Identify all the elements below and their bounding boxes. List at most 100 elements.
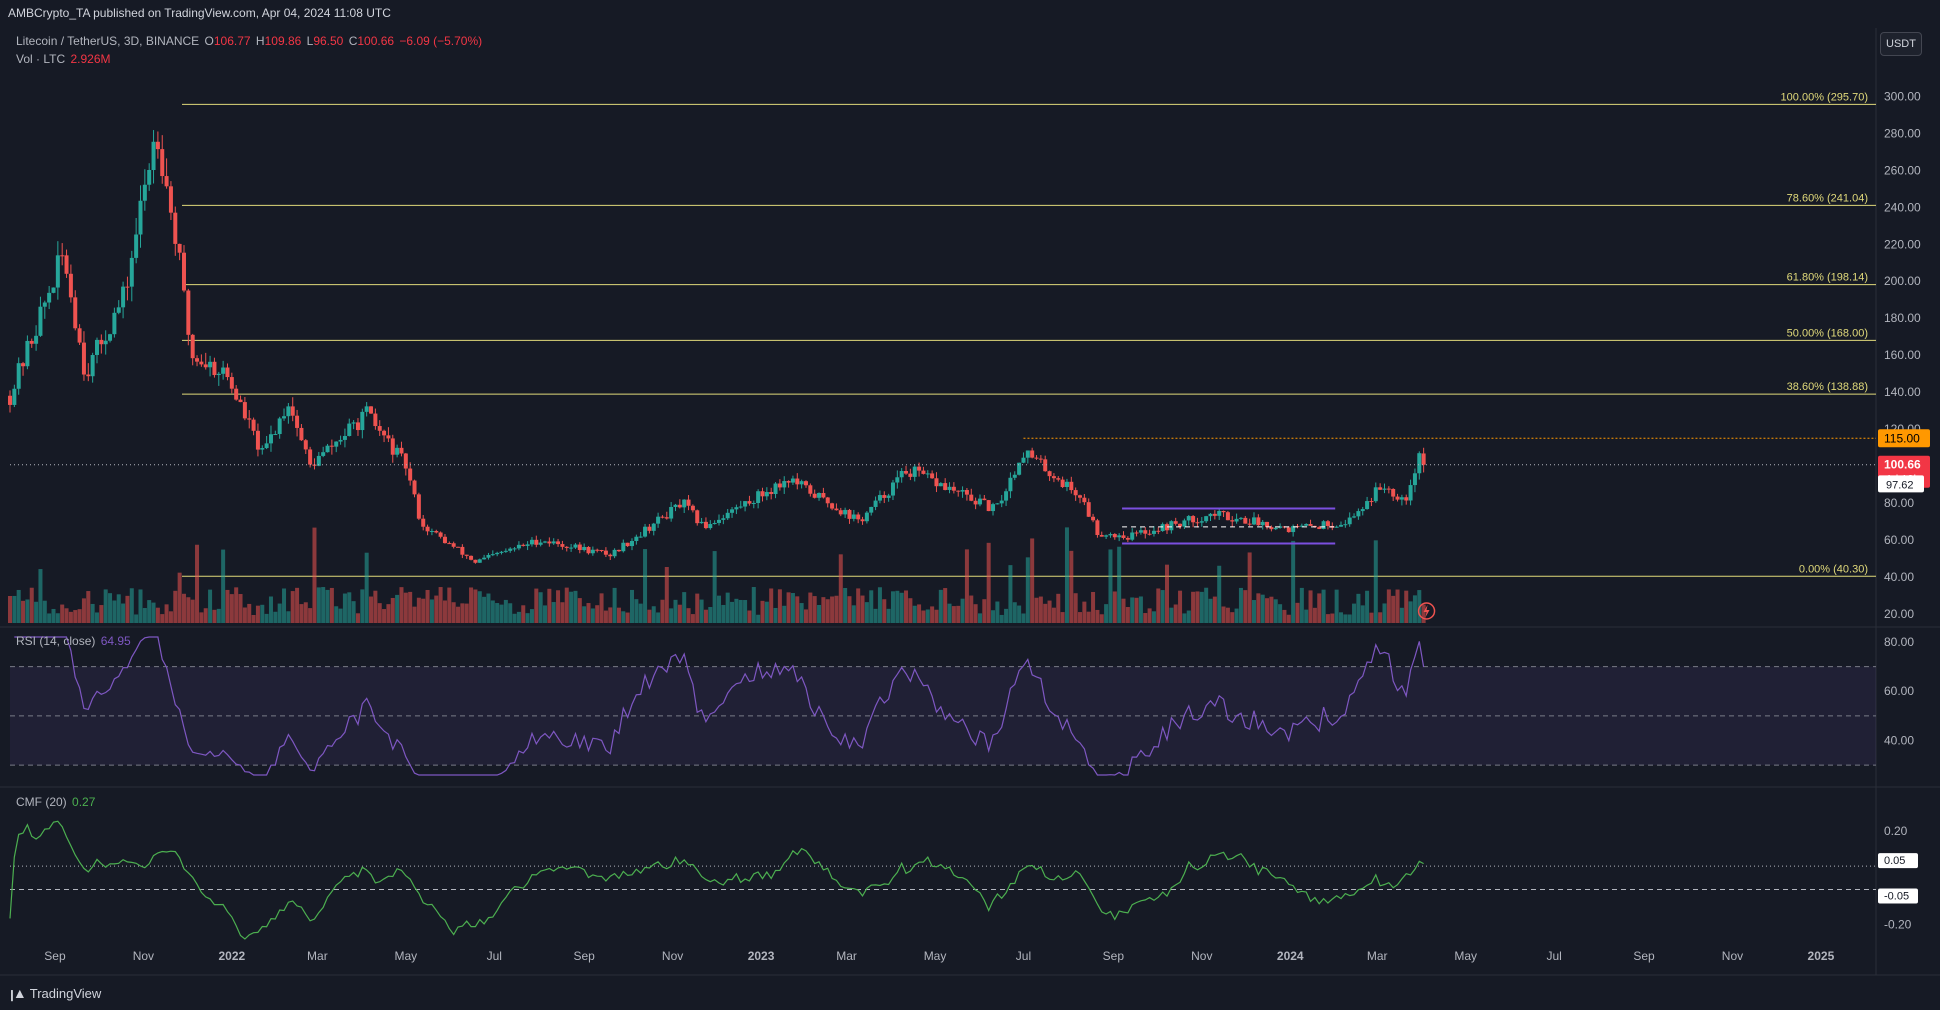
candle-body (956, 490, 961, 492)
candle-body (721, 518, 726, 520)
time-axis-tick: May (394, 949, 417, 963)
candle-body (147, 169, 152, 185)
volume-bar (242, 607, 247, 623)
candle-body (277, 418, 282, 435)
time-axis-tick: 2022 (218, 949, 245, 963)
cmf-level-label: -0.05 (1884, 891, 1909, 903)
volume-bar (543, 605, 548, 623)
candle-body (677, 504, 682, 508)
volume-bar (155, 607, 160, 623)
rsi-line (14, 636, 1425, 776)
currency-button[interactable]: USDT (1880, 32, 1922, 56)
volume-bar (68, 611, 73, 623)
price-axis-tick: 40.00 (1884, 570, 1914, 584)
candle-body (560, 544, 565, 547)
volume-bar (1391, 595, 1396, 623)
candle-body (547, 541, 552, 544)
volume-label[interactable]: Vol · LTC (16, 52, 66, 66)
time-axis-tick: Jul (1546, 949, 1561, 963)
candle-body (29, 340, 34, 344)
candle-body (325, 445, 330, 453)
volume-bar (569, 591, 574, 623)
candle-body (125, 286, 130, 288)
candle-body (995, 503, 1000, 505)
volume-bar (877, 587, 882, 623)
volume-bar (1130, 597, 1135, 623)
candle-body (347, 423, 352, 436)
candle-body (1417, 453, 1422, 474)
candle-body (1404, 497, 1409, 501)
candle-body (403, 453, 408, 469)
volume-bar (1312, 607, 1317, 623)
candle-body (151, 141, 156, 170)
candle-body (773, 483, 778, 495)
volume-bar (212, 609, 217, 623)
time-axis-tick: Sep (44, 949, 66, 963)
candle-body (1260, 521, 1265, 526)
volume-bar (1169, 607, 1174, 623)
candle-body (160, 149, 165, 177)
candle-body (1212, 513, 1217, 516)
candle-body (408, 468, 413, 481)
volume-bar (1125, 607, 1130, 623)
candle-body (369, 406, 374, 414)
volume-bar (64, 608, 69, 623)
volume-bar (873, 608, 878, 623)
volume-bar (1112, 591, 1117, 623)
candle-body (1173, 521, 1178, 524)
volume-bar (751, 587, 756, 623)
candle-body (1273, 527, 1278, 530)
candle-body (25, 340, 30, 367)
volume-bar (21, 600, 26, 623)
candle-body (934, 478, 939, 487)
fib-level-label: 0.00% (40.30) (1799, 563, 1868, 575)
volume-bar (538, 592, 543, 623)
candle-body (1238, 517, 1243, 519)
candle-body (1204, 516, 1209, 522)
volume-bar (947, 603, 952, 623)
volume-bar (890, 591, 895, 623)
candle-body (569, 547, 574, 549)
time-axis-tick: Nov (133, 949, 154, 963)
cmf-title[interactable]: CMF (20) (16, 795, 67, 809)
volume-bar (325, 589, 330, 623)
volume-bar (843, 587, 848, 623)
candle-body (512, 548, 517, 550)
ohlc-low: 96.50 (313, 34, 344, 48)
volume-bar (930, 606, 935, 623)
symbol-title[interactable]: Litecoin / TetherUS, 3D, BINANCE (16, 34, 200, 48)
candle-body (460, 546, 465, 555)
candle-body (416, 494, 421, 519)
candle-body (251, 419, 256, 431)
candle-body (164, 176, 169, 187)
candle-body (647, 526, 652, 531)
candle-body (760, 491, 765, 497)
volume-bar (1082, 601, 1087, 623)
volume-bar (1421, 604, 1426, 623)
lightning-icon-glyph (1423, 605, 1430, 617)
volume-bar (316, 587, 321, 623)
resistance-tag (1878, 429, 1930, 448)
candle-body (812, 493, 817, 498)
volume-bar (181, 593, 186, 623)
candle-body (599, 549, 604, 551)
volume-bar (669, 608, 674, 623)
volume-bar (38, 569, 43, 623)
tradingview-brand[interactable]: ꞁ▲ TradingView (10, 985, 101, 1002)
candle-body (1399, 497, 1404, 500)
time-axis-tick: Jul (487, 949, 502, 963)
candle-body (238, 399, 243, 403)
volume-bar (795, 596, 800, 623)
volume-bar (290, 591, 295, 623)
volume-bar (951, 606, 956, 623)
resistance-label: 115.00 (1884, 431, 1920, 445)
candle-body (1286, 527, 1291, 533)
candle-body (890, 482, 895, 496)
rsi-title[interactable]: RSI (14, close) (16, 634, 96, 648)
volume-value: 2.926M (70, 52, 111, 66)
candle-body (1082, 497, 1087, 503)
volume-bar (299, 604, 304, 623)
candle-body (308, 449, 313, 465)
volume-bar (1121, 598, 1126, 623)
